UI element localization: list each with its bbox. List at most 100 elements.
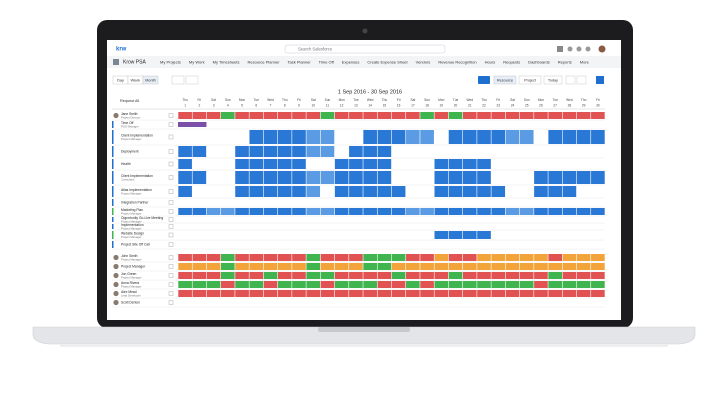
allocation-cell — [178, 254, 192, 261]
avatar[interactable] — [598, 45, 606, 53]
allocation-cell — [249, 254, 264, 261]
nav-tab[interactable]: Vendors — [416, 59, 431, 64]
row-action[interactable] — [168, 209, 174, 214]
assignment-block — [306, 130, 321, 144]
assignment-block — [249, 208, 264, 215]
nav-tab[interactable]: My Projects — [160, 59, 181, 64]
view-label[interactable]: Day — [117, 78, 124, 82]
nav-tab[interactable]: Hours — [485, 59, 496, 64]
row-role: Project Manager — [121, 137, 142, 141]
day-number: 10 — [311, 103, 315, 107]
day-number: 25 — [525, 103, 529, 107]
app-launcher[interactable] — [113, 59, 119, 65]
next-button[interactable] — [576, 75, 587, 85]
nav-tab[interactable]: Create Expense Sheet — [367, 59, 408, 64]
avatar — [113, 112, 119, 119]
row-action[interactable] — [168, 175, 174, 180]
weekday: Tue — [552, 98, 558, 102]
nav-tab[interactable]: More — [580, 59, 590, 64]
allocation-cell — [434, 254, 449, 261]
edit-button[interactable] — [596, 76, 604, 84]
row-name: Atlas Implementation — [121, 188, 152, 192]
mode-button[interactable] — [493, 75, 517, 85]
weekday: Sat — [410, 98, 415, 102]
mode-label[interactable]: Resource — [497, 78, 513, 82]
allocation-cell — [206, 263, 221, 270]
assignment-block — [292, 208, 306, 215]
row-action[interactable] — [168, 149, 174, 154]
allocation-cell — [491, 290, 506, 297]
row-action[interactable] — [168, 232, 174, 238]
row-name: Jane Smith — [121, 112, 138, 116]
mode-button[interactable] — [518, 75, 542, 85]
view-label[interactable]: Week — [131, 78, 141, 82]
base-shadow — [60, 344, 668, 347]
nav-tab[interactable]: My Timesheets — [213, 59, 240, 64]
mode-label[interactable]: Project — [524, 78, 537, 82]
request-all[interactable]: Request All — [120, 99, 139, 103]
nav-tab[interactable]: Resource Planner — [248, 59, 281, 64]
icon[interactable] — [567, 46, 573, 52]
nav-tab[interactable]: Time Off — [319, 59, 335, 64]
row-role: Lead Developer — [121, 293, 141, 297]
primary-button[interactable] — [478, 76, 490, 84]
nav-tab[interactable]: Task Planner — [288, 59, 312, 64]
assignment-block — [320, 146, 335, 157]
settings-button[interactable] — [185, 75, 199, 85]
assignment-block — [462, 208, 477, 215]
row-action[interactable] — [168, 200, 174, 205]
row-name: Scott Denton — [121, 300, 140, 304]
row-action[interactable] — [168, 224, 174, 229]
view-button[interactable] — [142, 75, 159, 85]
nav-tab[interactable]: Expenses — [342, 59, 360, 64]
row-action[interactable] — [168, 264, 174, 269]
allocation-cell — [206, 290, 221, 297]
prev-button[interactable] — [565, 75, 576, 85]
mode-label[interactable]: Today — [548, 78, 558, 82]
icon[interactable] — [576, 46, 582, 52]
assignment-block — [377, 159, 392, 169]
row-action[interactable] — [168, 273, 174, 278]
row-action[interactable] — [168, 113, 174, 118]
assignment-block — [377, 208, 392, 215]
search-box[interactable] — [284, 44, 446, 54]
row-name: Jon Green — [121, 272, 137, 276]
allocation-cell — [406, 254, 420, 261]
row-action[interactable] — [168, 161, 174, 167]
allocation-cell — [292, 254, 306, 261]
allocation-cell — [534, 272, 548, 279]
nav-tab[interactable]: Requests — [503, 59, 520, 64]
allocation-cell — [292, 281, 306, 288]
nav-tab[interactable]: Revenue Recognition — [438, 59, 476, 64]
row-action[interactable] — [168, 122, 174, 127]
nav-tab[interactable]: Reports — [558, 59, 572, 64]
row-action[interactable] — [168, 300, 174, 305]
weekday: Fri — [596, 98, 600, 102]
view-label[interactable]: Month — [145, 78, 156, 82]
row-action[interactable] — [168, 217, 174, 222]
row-action[interactable] — [168, 242, 174, 247]
allocation-cell — [406, 281, 420, 288]
allocation-cell — [292, 112, 306, 119]
mode-button[interactable] — [543, 75, 563, 85]
allocation-cell — [235, 281, 249, 288]
icon[interactable] — [557, 46, 563, 52]
day-number: 7 — [270, 103, 272, 107]
icon[interactable] — [585, 46, 591, 52]
assignment-block — [292, 186, 306, 197]
row-action[interactable] — [168, 134, 174, 140]
filter-button[interactable] — [171, 75, 185, 85]
row-action[interactable] — [168, 291, 174, 296]
allocation-cell — [562, 263, 577, 270]
allocation-cell — [206, 281, 221, 288]
nav-tab[interactable]: Dashboards — [528, 59, 550, 64]
allocation-cell — [334, 281, 349, 288]
row-action[interactable] — [168, 189, 174, 194]
search-placeholder[interactable]: Search Salesforce — [298, 46, 333, 51]
assignment-block — [548, 208, 562, 215]
row-action[interactable] — [168, 255, 174, 260]
row-action[interactable] — [168, 282, 174, 287]
nav-tab[interactable]: My Work — [189, 59, 205, 64]
assignment-block — [406, 208, 420, 215]
allocation-cell — [576, 112, 591, 119]
